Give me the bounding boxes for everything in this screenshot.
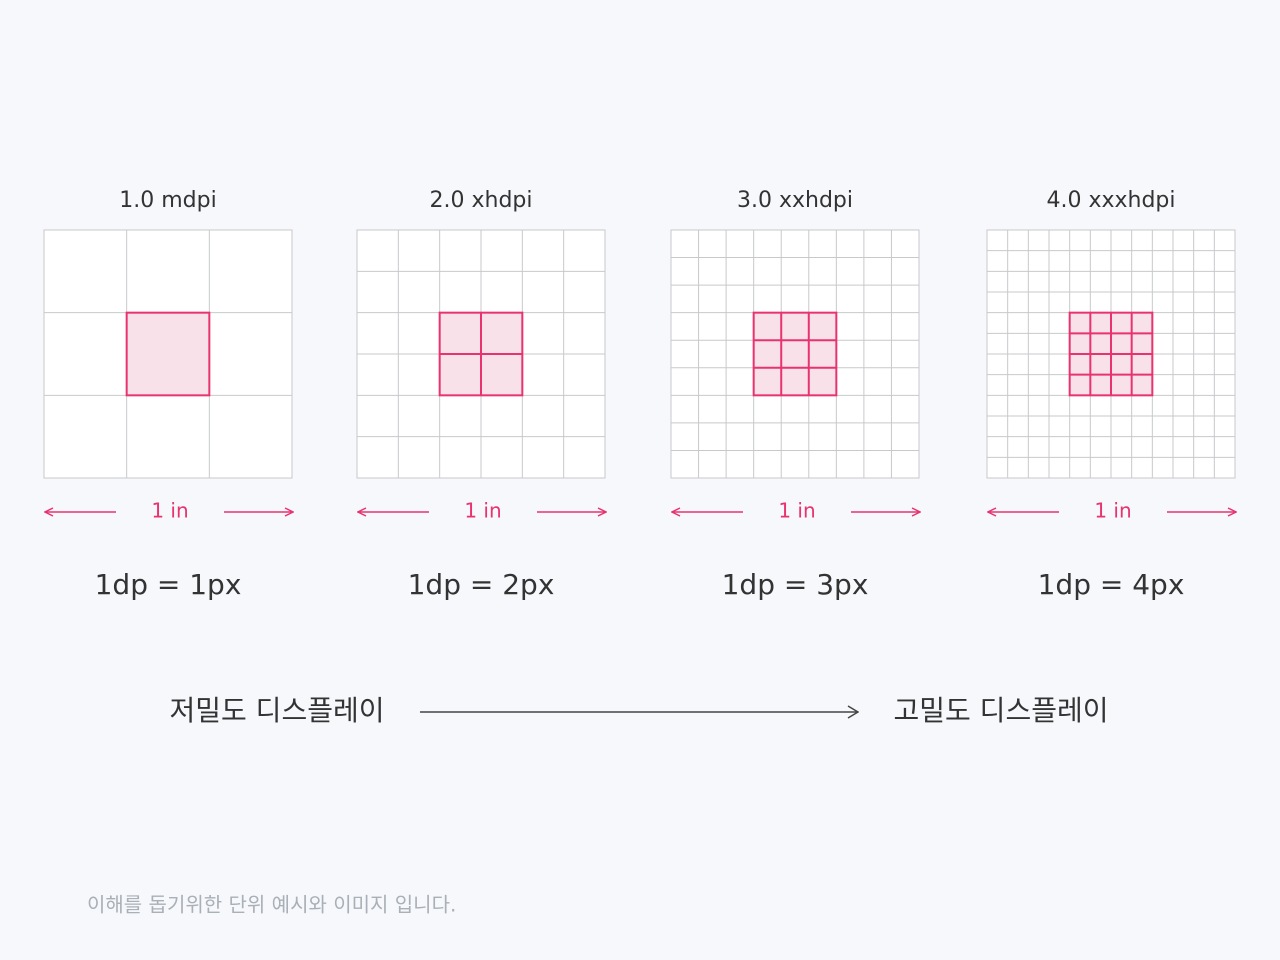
footnote: 이해를 돕기위한 단위 예시와 이미지 입니다. [87,893,456,917]
measure-label: 1 in [151,499,188,523]
panel-title: 3.0 xxhdpi [737,188,853,213]
dp-highlight [752,311,838,397]
equation: 1dp = 1px [95,568,242,601]
measure-label: 1 in [464,499,501,523]
measure-label: 1 in [1094,499,1131,523]
high-density-label: 고밀도 디스플레이 [894,694,1109,727]
panels: 1.0 mdpi 1 in 1dp = 1px 2.0 xhdpi 1 in 1dp = … [43,188,1236,601]
panel-title: 4.0 xxxhdpi [1046,188,1175,213]
measure-label: 1 in [778,499,815,523]
panel-title: 1.0 mdpi [119,188,216,213]
equation: 1dp = 3px [722,568,869,601]
panel-title: 2.0 xhdpi [430,188,533,213]
equation: 1dp = 4px [1038,568,1185,601]
equation: 1dp = 2px [408,568,555,601]
low-density-label: 저밀도 디스플레이 [170,694,385,727]
dp-highlight [125,311,211,397]
